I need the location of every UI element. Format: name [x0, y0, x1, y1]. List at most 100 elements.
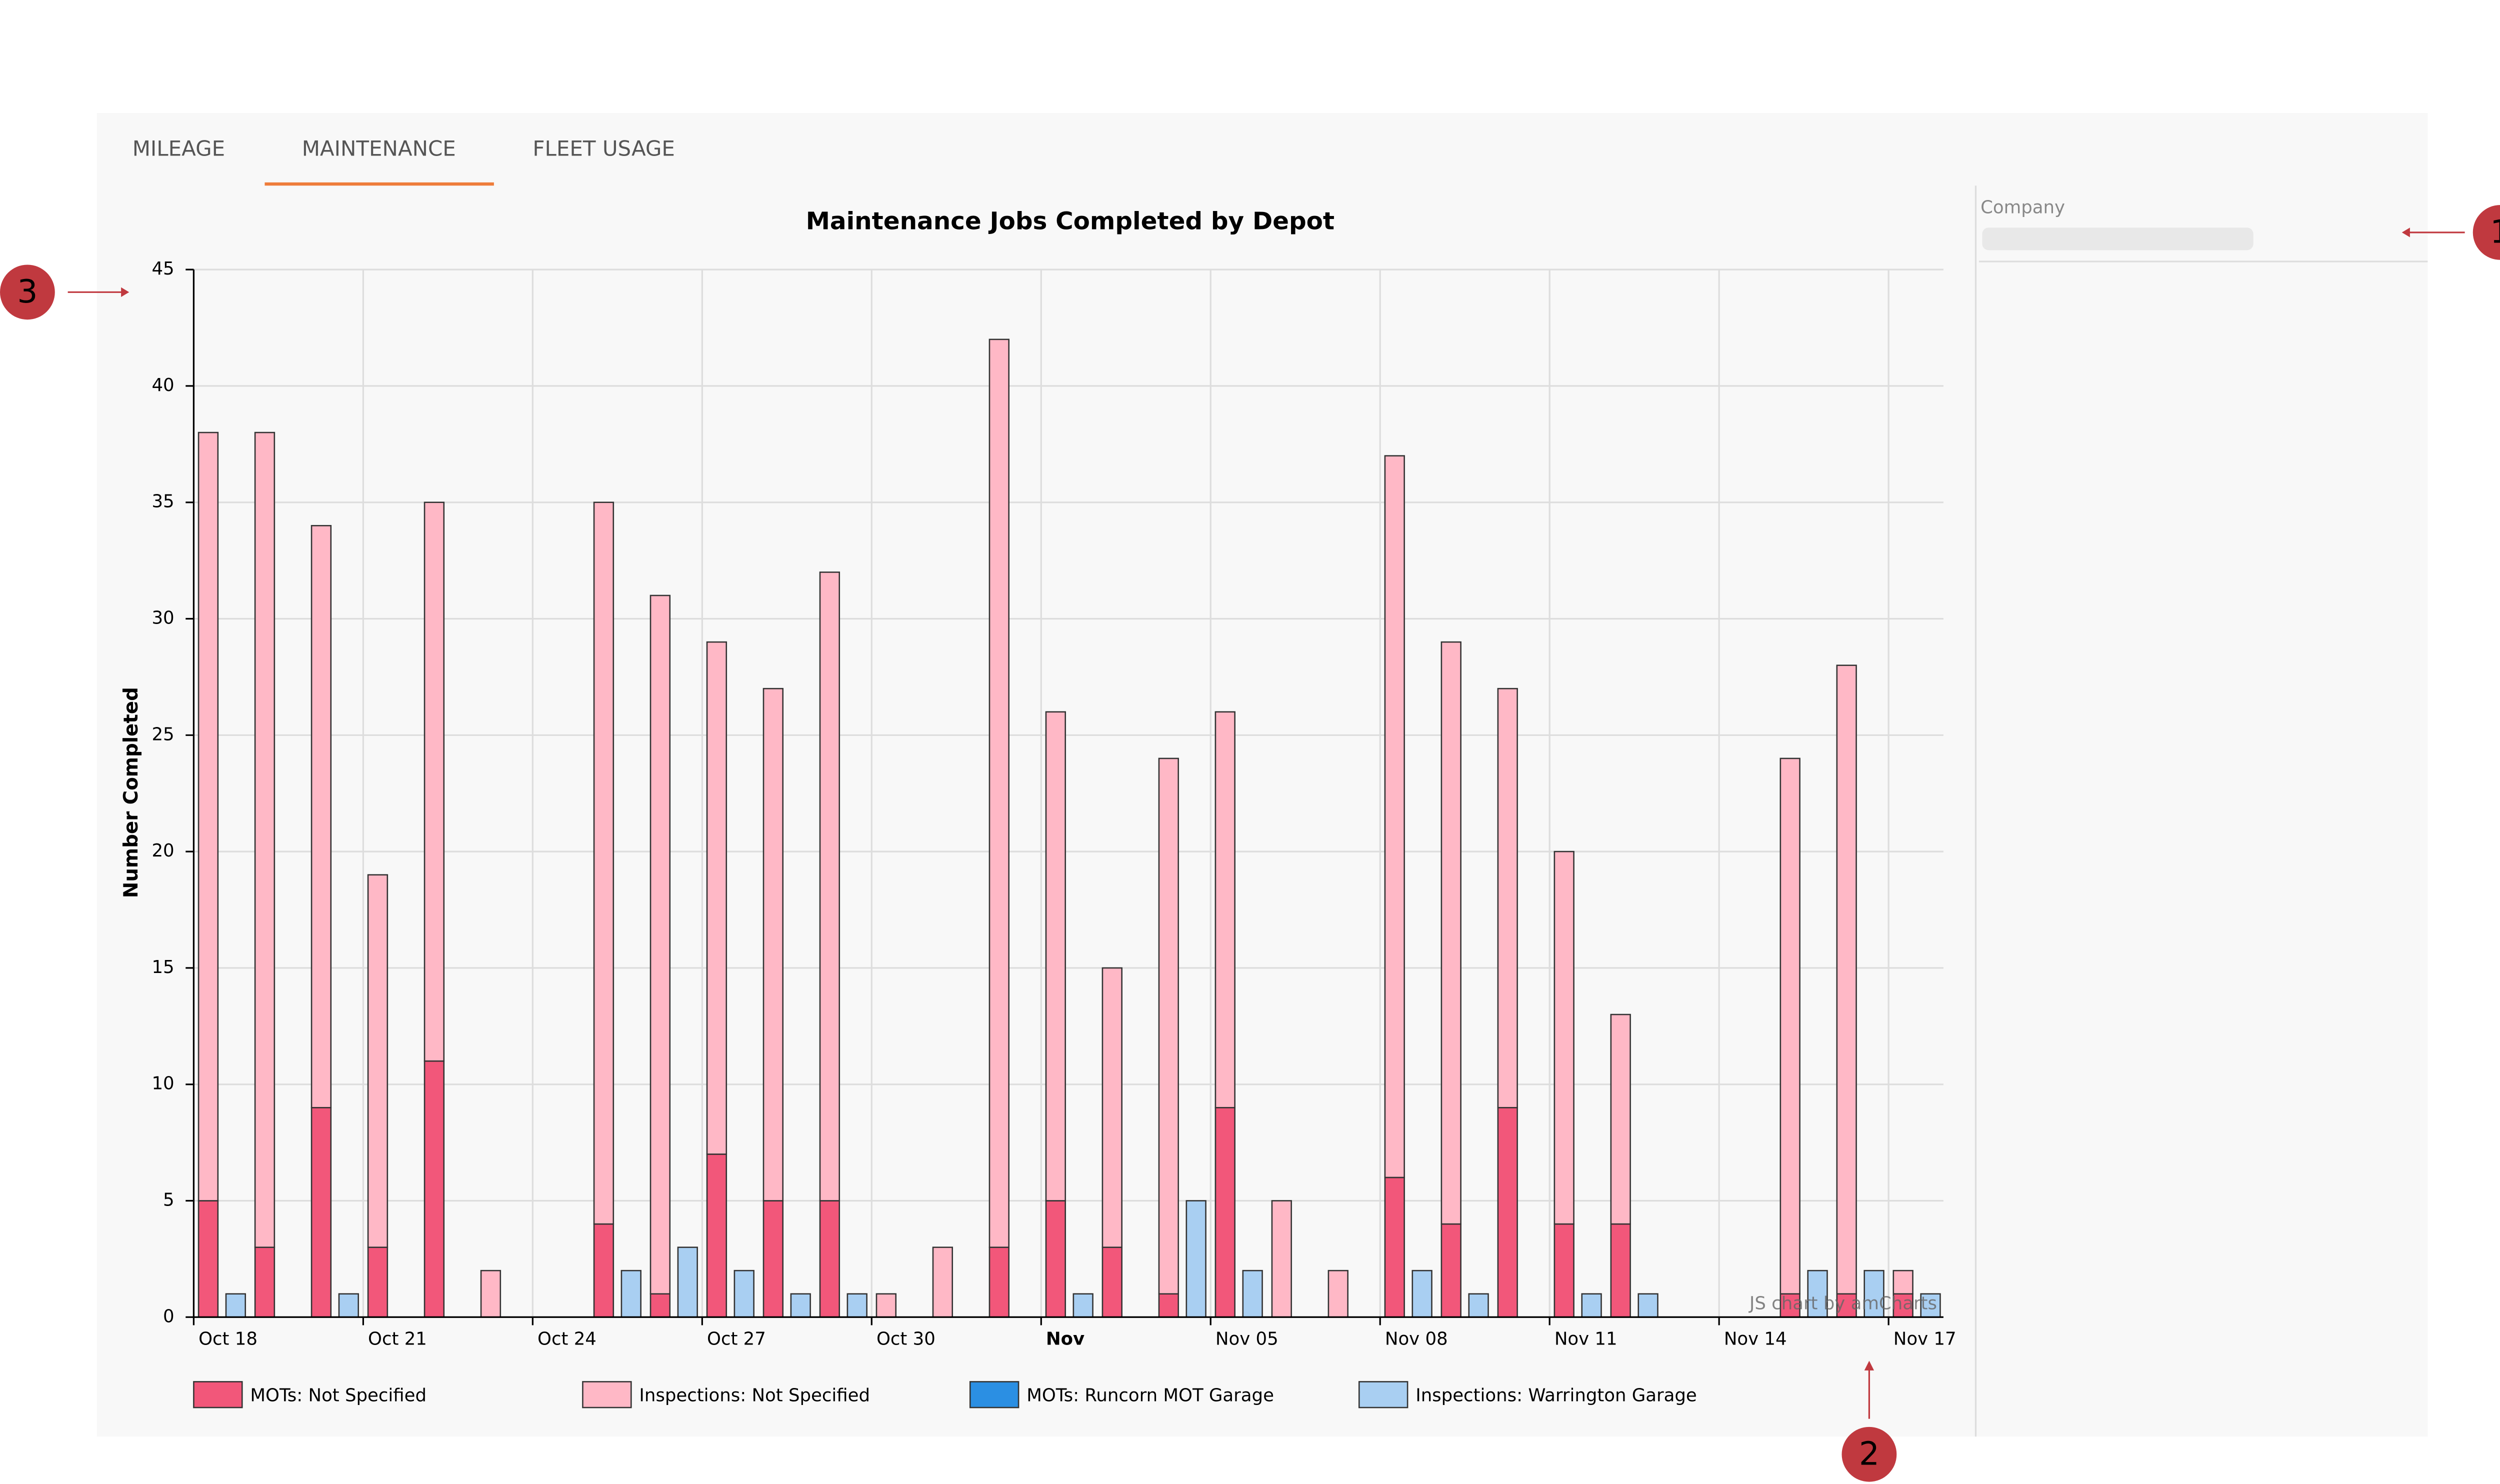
bar — [762, 688, 784, 1202]
legend-label: MOTs: Runcorn MOT Garage — [1026, 1385, 1274, 1406]
bar — [1554, 1223, 1574, 1318]
bar — [1638, 1293, 1658, 1318]
bar — [424, 502, 445, 1062]
tab[interactable]: MAINTENANCE — [302, 136, 456, 161]
legend-swatch — [1358, 1381, 1408, 1408]
bar — [1045, 1200, 1066, 1318]
bar — [1554, 850, 1574, 1225]
bar — [1384, 455, 1405, 1178]
bar — [1214, 1106, 1236, 1318]
bar — [254, 432, 276, 1248]
arrow-head — [1864, 1360, 1874, 1370]
arrow-head — [121, 287, 130, 298]
field-label: Company — [1980, 197, 2065, 218]
bar — [367, 874, 388, 1248]
y-tick-label: 45 — [152, 258, 174, 279]
bar — [1440, 641, 1462, 1225]
bar — [310, 1106, 332, 1318]
bar — [790, 1293, 811, 1318]
bar — [310, 524, 332, 1108]
bar — [706, 641, 728, 1155]
bar — [1412, 1270, 1432, 1318]
bar — [677, 1246, 698, 1318]
legend-swatch — [969, 1381, 1020, 1408]
y-tick-label: 15 — [152, 957, 174, 978]
bar — [1384, 1176, 1405, 1318]
y-tick-label: 40 — [152, 375, 174, 396]
bar — [932, 1246, 954, 1318]
bar — [1892, 1270, 1914, 1295]
bar — [593, 502, 614, 1225]
bar — [650, 1293, 671, 1318]
bar — [424, 1060, 445, 1318]
bar — [1072, 1293, 1094, 1318]
bar — [876, 1293, 897, 1318]
bar — [198, 432, 219, 1202]
bar — [846, 1293, 868, 1318]
grid — [194, 268, 1944, 1318]
bar — [620, 1270, 642, 1318]
x-tick-label: Nov 11 — [1554, 1328, 1618, 1349]
bar — [1271, 1200, 1292, 1318]
bar — [706, 1154, 728, 1318]
y-tick-label: 5 — [163, 1190, 174, 1210]
bar — [480, 1270, 502, 1318]
annotation-badge — [1842, 1426, 1897, 1482]
annotation-number: 2 — [1859, 1435, 1880, 1472]
y-axis-label: Number Completed — [120, 687, 142, 898]
x-tick-label: Nov 14 — [1724, 1328, 1787, 1349]
bar — [225, 1293, 246, 1318]
bar — [1780, 758, 1800, 1295]
annotation: 3 — [0, 264, 130, 320]
x-tick-label: Oct 21 — [368, 1328, 427, 1349]
y-tick-label: 20 — [152, 840, 174, 861]
legend: MOTs: Not Specified Inspections: Not Spec… — [193, 1381, 1697, 1408]
bar — [1497, 688, 1518, 1108]
arrow-head — [2402, 228, 2410, 238]
bar — [198, 1200, 219, 1318]
bar — [1807, 1270, 1828, 1318]
bar — [1186, 1200, 1206, 1318]
x-tick-label: Oct 27 — [707, 1328, 766, 1349]
bar — [1214, 711, 1236, 1108]
annotation: 2 — [1842, 1360, 1897, 1482]
y-tick-label: 25 — [152, 724, 174, 744]
tab[interactable]: FLEET USAGE — [532, 136, 675, 161]
x-tick-label: Nov 17 — [1894, 1328, 1956, 1349]
x-tick-label: Nov 05 — [1216, 1328, 1278, 1349]
bar — [338, 1293, 359, 1318]
bar — [1102, 967, 1122, 1248]
bar — [1102, 1246, 1122, 1318]
y-tick-label: 35 — [152, 492, 174, 512]
y-tick-label: 10 — [152, 1074, 174, 1094]
bar — [1610, 1223, 1631, 1318]
bar — [1158, 758, 1179, 1295]
x-tick-label: Oct 24 — [538, 1328, 596, 1349]
annotation-badge — [2472, 205, 2500, 260]
legend-swatch — [582, 1381, 632, 1408]
bar — [1158, 1293, 1179, 1318]
bar — [593, 1223, 614, 1318]
watermark: JS chart by amCharts — [1748, 1293, 1937, 1314]
bar — [988, 1246, 1010, 1318]
tab[interactable]: MILEAGE — [132, 136, 225, 161]
chart-title: Maintenance Jobs Completed by Depot — [806, 208, 1334, 236]
bar — [1242, 1270, 1263, 1318]
annotation-number: 3 — [17, 273, 38, 310]
x-tick-label: Nov 08 — [1385, 1328, 1448, 1349]
bar — [819, 572, 840, 1202]
bar — [1610, 1014, 1631, 1225]
bar — [1836, 664, 1857, 1295]
legend-label: Inspections: Not Specified — [639, 1385, 870, 1406]
bar — [254, 1246, 276, 1318]
blurred-value — [1982, 228, 2254, 250]
x-tick-label: Oct 18 — [198, 1328, 258, 1349]
bar — [1468, 1293, 1489, 1318]
bar — [819, 1200, 840, 1318]
axes: 0 5 10 15 20 25 30 35 40 45 Oct 18 Oct 21 Oct 24 Oct … — [152, 258, 1956, 1349]
bars — [198, 338, 1941, 1318]
annotation-number: 1 — [2490, 214, 2500, 251]
bar — [734, 1270, 754, 1318]
bar — [1497, 1106, 1518, 1318]
